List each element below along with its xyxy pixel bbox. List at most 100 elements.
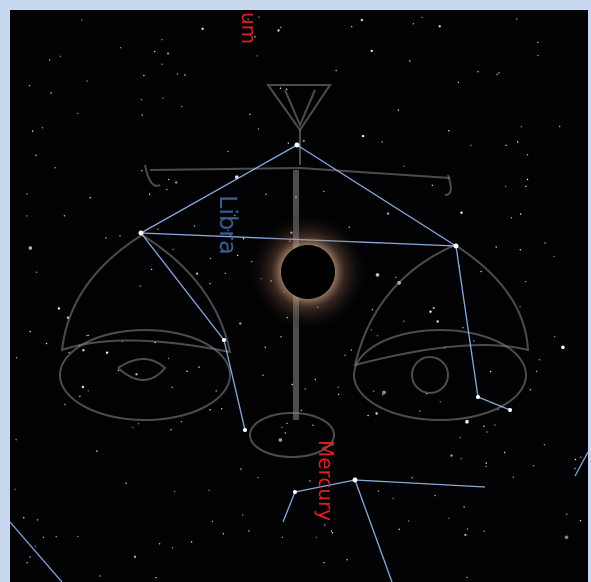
star [191,541,192,542]
star [382,394,383,395]
star [81,19,82,20]
star [462,327,463,328]
star [60,56,61,57]
star [412,477,413,478]
star [105,237,106,238]
star [419,410,420,411]
star [64,215,65,216]
star [477,71,478,72]
star [351,349,352,350]
star [106,352,108,354]
planet-label: Mercury [314,440,338,521]
star [86,80,87,81]
star [409,60,410,61]
star [82,386,84,388]
star [288,142,289,143]
star [77,113,78,114]
star [221,408,222,409]
star [458,82,459,83]
star [421,17,422,18]
star [159,543,160,544]
star [448,130,449,131]
star [243,428,247,432]
star [49,59,50,60]
star [223,533,224,534]
star [398,109,399,110]
star [440,401,441,402]
star [212,521,213,522]
star [338,394,339,395]
star [222,338,226,342]
star [490,371,491,372]
star [559,126,560,127]
star [198,366,199,367]
star [537,55,538,56]
star [157,228,158,229]
star [54,167,55,168]
star [520,249,521,250]
star [167,52,169,54]
star [256,55,257,56]
star [26,193,27,194]
star [175,181,177,183]
star [88,335,89,336]
star [303,140,305,142]
star [125,483,126,484]
star [140,285,141,286]
star [525,186,526,187]
star [480,271,481,272]
star [530,389,531,390]
star [196,273,198,275]
star [141,170,142,171]
star [242,514,243,515]
star [371,329,372,330]
star [437,320,439,322]
star [239,322,241,324]
star [429,311,431,313]
star [262,375,263,376]
star [346,559,347,560]
star [554,336,555,337]
star [367,415,368,416]
star [494,424,495,425]
star [371,50,373,52]
star [353,478,358,483]
star [119,235,120,236]
star [243,238,244,239]
star [29,556,30,557]
star [580,457,581,458]
star [35,546,36,547]
star [377,335,378,336]
star [473,340,474,341]
star [168,179,169,180]
star [519,306,520,307]
star [536,371,537,372]
star [181,421,182,422]
star [312,425,313,426]
star [516,18,517,19]
star [162,97,163,98]
star [484,531,485,532]
star [486,462,487,463]
star [277,29,279,31]
star [258,128,259,129]
star [132,427,133,428]
star [309,480,310,481]
star [470,145,471,146]
star [279,438,283,442]
star [511,217,512,218]
star [544,242,545,243]
star [26,562,27,563]
star [461,458,462,459]
star [525,281,526,282]
star [434,495,435,496]
star [155,577,156,578]
star [143,75,144,76]
star [42,127,43,128]
star [520,213,521,214]
star [139,231,144,236]
star [90,197,91,198]
star [15,439,16,440]
star [161,39,162,40]
star [544,444,545,445]
